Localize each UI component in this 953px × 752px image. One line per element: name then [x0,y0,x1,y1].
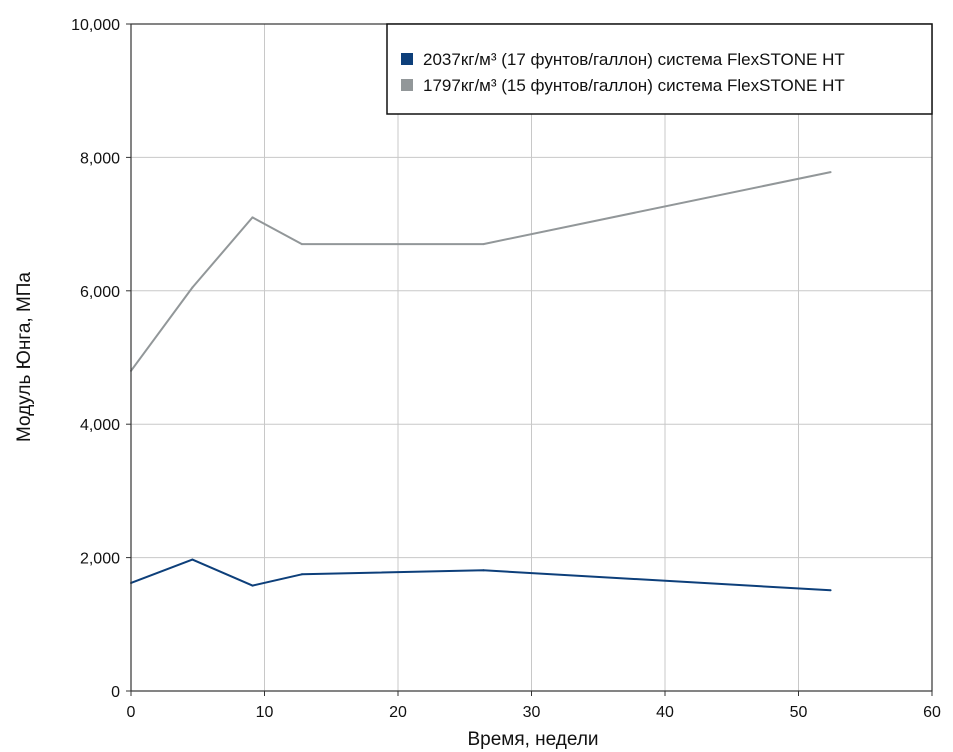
legend-swatch-series-2 [401,79,413,91]
y-tick-label: 10,000 [71,17,120,34]
series-line-2 [130,171,831,372]
series-2-point [482,243,485,246]
x-tick-label: 20 [389,704,407,721]
y-axis-title: Модуль Юнга, МПа [14,272,35,442]
series-1-point [251,584,254,587]
legend-swatch-series-1 [401,53,413,65]
y-tick-label: 0 [111,684,120,701]
series-1-point [191,558,194,561]
x-tick-label: 30 [523,704,541,721]
series-2-point [191,286,194,289]
x-tick-label: 10 [256,704,274,721]
series-layer [130,171,832,592]
legend-box [386,23,933,115]
tick-labels: 0 10 20 30 40 50 60 0 2,000 4,000 6,000 8,000 10,000 [71,17,941,721]
y-tick-label: 4,000 [80,417,120,434]
x-tick-label: 50 [790,704,808,721]
x-tick-label: 60 [923,704,941,721]
y-tick-label: 6,000 [80,284,120,301]
legend-label-series-2: 1797кг/м³ (15 фунтов/галлон) система Fle… [423,76,845,95]
series-1-point [482,569,485,572]
series-line-1 [130,558,831,592]
series-1-point [829,589,832,592]
y-tick-label: 2,000 [80,551,120,568]
series-1-point [300,573,303,576]
x-tick-label: 40 [656,704,674,721]
series-2-point [829,171,832,174]
x-tick-label: 0 [127,704,136,721]
grid-lines [126,23,933,696]
legend: 2037кг/м³ (17 фунтов/галлон) система Fle… [386,23,933,115]
x-axis-title: Время, недели [467,729,598,750]
y-tick-label: 8,000 [80,150,120,167]
legend-label-series-1: 2037кг/м³ (17 фунтов/галлон) система Fle… [423,50,845,69]
series-2-point [251,216,254,219]
series-2-point [300,243,303,246]
